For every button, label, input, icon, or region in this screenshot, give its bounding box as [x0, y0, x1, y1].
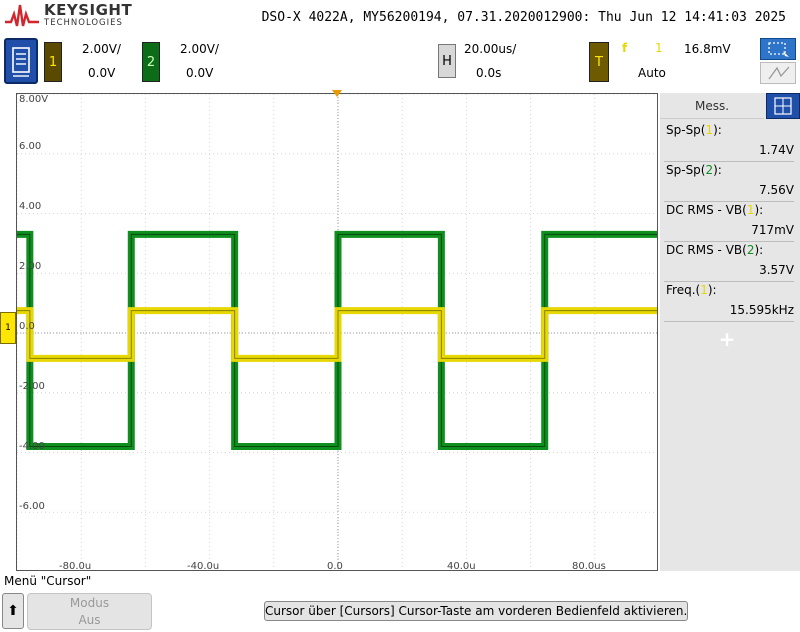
voltage-label: -6.00 [19, 501, 45, 512]
hint-message: Cursor über [Cursors] Cursor-Taste am vo… [264, 601, 688, 621]
brand-subtitle: TECHNOLOGIES [44, 18, 123, 28]
time-label: 0.0 [327, 561, 343, 571]
channel-2-badge[interactable]: 2 [142, 42, 160, 82]
measurement-suffix: ): [754, 243, 764, 257]
measurement-separator [664, 281, 794, 282]
waveform-canvas [17, 94, 657, 570]
trace-ch1 [17, 310, 657, 359]
modus-label: Modus [69, 596, 110, 610]
measurement-name: Sp-Sp( [666, 163, 706, 177]
measurement-tab[interactable]: Mess. [660, 93, 764, 119]
channel-1-scale[interactable]: 2.00V/ [82, 42, 121, 56]
trigger-source[interactable]: 1 [655, 41, 663, 55]
add-measurement-button[interactable]: + [718, 327, 736, 351]
menu-up-button[interactable]: ⬆ [2, 593, 24, 629]
measurement-value: 717mV [751, 223, 794, 237]
measurement-value: 1.74V [759, 143, 794, 157]
measurement-label: DC RMS - VB(2): [660, 243, 794, 257]
trigger-position-marker[interactable] [332, 90, 342, 97]
voltage-label: 0.0 [19, 321, 35, 332]
channel-1-offset[interactable]: 0.0V [88, 66, 116, 80]
channel-1-badge[interactable]: 1 [44, 42, 62, 82]
voltage-label: -2.00 [19, 381, 45, 392]
measurement-suffix: ): [754, 203, 764, 217]
channel-2-offset[interactable]: 0.0V [186, 66, 214, 80]
brand-name: KEYSIGHT [44, 1, 133, 19]
measurement-separator [664, 161, 794, 162]
horizontal-position[interactable]: 0.0s [476, 66, 502, 80]
measurement-channel: 2 [705, 163, 714, 177]
measurement-name: Freq.( [666, 283, 701, 297]
measurement-name: Sp-Sp( [666, 123, 706, 137]
measurement-value: 15.595kHz [729, 303, 794, 317]
measurement-channel: 1 [746, 203, 755, 217]
measurement-label: Freq.(1): [660, 283, 794, 297]
measurement-separator [664, 241, 794, 242]
measurement-separator [664, 321, 794, 322]
trigger-mode[interactable]: Auto [638, 66, 666, 80]
menu-icon [12, 47, 30, 77]
cursor-tool-button[interactable] [760, 38, 796, 60]
up-arrow-icon: ⬆ [7, 603, 19, 619]
time-label: -40.0u [187, 561, 220, 571]
measurement-channel: 2 [746, 243, 755, 257]
voltage-label: 2.00 [19, 261, 42, 272]
trigger-badge[interactable]: T [589, 42, 609, 82]
timebase-value[interactable]: 20.00us/ [464, 42, 517, 56]
channel-1-ground-marker[interactable]: 1 [0, 312, 16, 344]
header: KEYSIGHT TECHNOLOGIES DSO-X 4022A, MY562… [0, 0, 800, 34]
measurement-label: Sp-Sp(1): [660, 123, 794, 137]
measurement-value: 7.56V [759, 183, 794, 197]
main-menu-button[interactable] [4, 38, 38, 84]
measurement-suffix: ): [713, 163, 722, 177]
measurement-name: DC RMS - VB( [666, 203, 747, 217]
trigger-level[interactable]: 16.8mV [684, 42, 731, 56]
keysight-logo: KEYSIGHT TECHNOLOGIES [4, 0, 134, 32]
select-box-icon [768, 42, 789, 57]
measurement-label: DC RMS - VB(1): [660, 203, 794, 217]
horizontal-badge[interactable]: H [438, 44, 456, 78]
measurement-panel: Mess. Sp-Sp(1): 1.74V Sp-Sp(2): 7.56V DC RMS… [660, 93, 800, 571]
measurement-suffix: ): [707, 283, 717, 297]
menu-title: Menü "Cursor" [4, 574, 92, 588]
modus-value: Aus [78, 613, 101, 627]
measurement-label: Sp-Sp(2): [660, 163, 794, 177]
measurement-value: 3.57V [759, 263, 794, 277]
time-label: 40.0u [447, 561, 476, 571]
measurement-channel: 1 [705, 123, 714, 137]
voltage-label: -4.00 [19, 441, 45, 452]
modus-softkey[interactable]: Modus Aus [27, 593, 152, 630]
trigger-edge-icon: f [622, 41, 628, 55]
time-label: -80.0u [59, 561, 92, 571]
side-menu-tab[interactable] [766, 93, 800, 119]
measurement-separator [664, 201, 794, 202]
measurement-name: DC RMS - VB( [666, 243, 747, 257]
grid-icon [774, 97, 792, 115]
time-label: 80.0us [572, 561, 606, 571]
keysight-wave-icon [5, 4, 39, 27]
measurement-suffix: ): [713, 123, 722, 137]
voltage-label: 4.00 [19, 201, 42, 212]
channel-2-scale[interactable]: 2.00V/ [180, 42, 219, 56]
control-bar: 1 2.00V/ 0.0V 2 2.00V/ 0.0V H 20.00us/ 0… [0, 34, 800, 90]
waveform-display[interactable]: 8.00V 6.00 4.00 2.00 0.0 -2.00 -4.00 -6.… [16, 93, 658, 571]
voltage-label: 8.00V [19, 94, 49, 105]
trace-ch2 [17, 233, 657, 448]
mark-tool-button[interactable] [760, 62, 796, 84]
voltage-label: 6.00 [19, 141, 42, 152]
measurement-channel: 1 [700, 283, 708, 297]
waveform-mark-icon [768, 66, 790, 80]
device-info: DSO-X 4022A, MY56200194, 07.31.202001290… [261, 10, 786, 25]
